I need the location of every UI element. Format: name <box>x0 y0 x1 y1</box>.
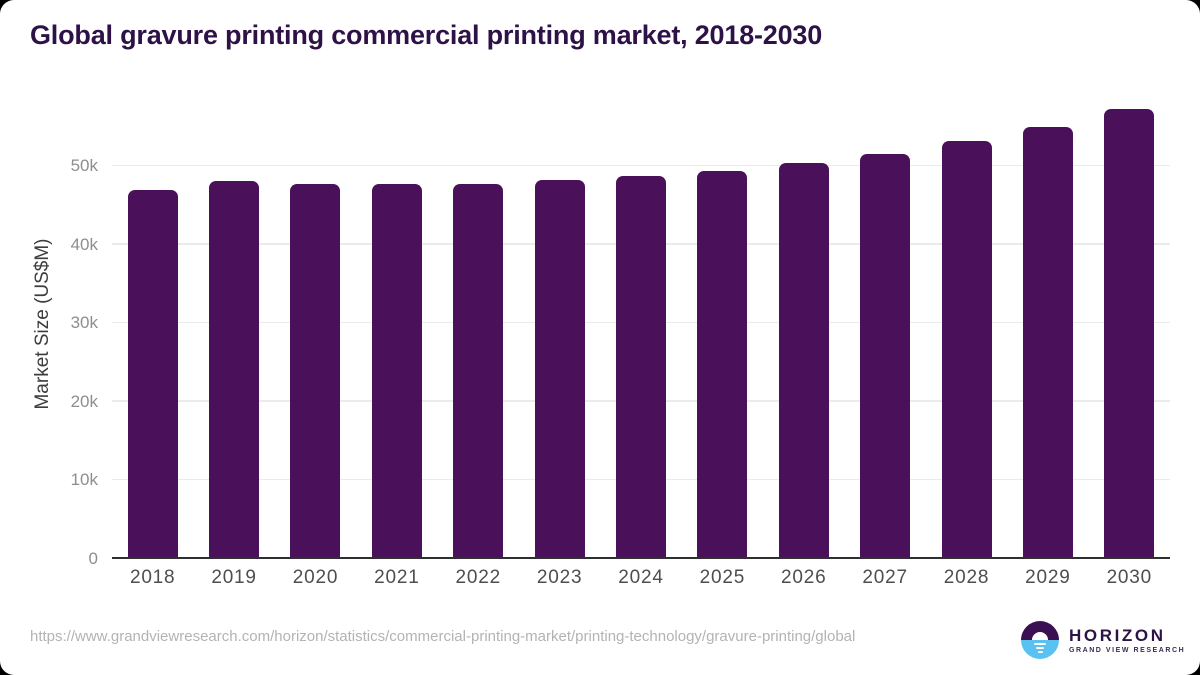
bar-2029 <box>1022 127 1073 557</box>
bar-2028 <box>941 141 992 557</box>
y-tick-label: 0 <box>88 549 98 568</box>
logo-subbrand-text: GRAND VIEW RESEARCH <box>1069 646 1186 654</box>
horizon-logo: HORIZON GRAND VIEW RESEARCH <box>1021 621 1185 659</box>
x-tick-label: 2020 <box>292 567 339 588</box>
source-url: https://www.grandviewresearch.com/horizo… <box>30 628 856 645</box>
bar-2026 <box>778 163 829 557</box>
logo-brand-text: HORIZON <box>1069 625 1166 645</box>
y-tick-label: 10k <box>70 470 98 490</box>
x-tick-label: 2021 <box>374 567 420 588</box>
y-tick-label: 30k <box>70 313 98 333</box>
x-tick-label: 2026 <box>781 567 827 588</box>
bar-2021 <box>371 184 422 557</box>
bar-2025 <box>697 171 748 557</box>
bar-2023 <box>534 179 585 557</box>
x-axis-line <box>112 557 1170 559</box>
bar-2020 <box>290 183 341 557</box>
bar-2024 <box>616 175 666 557</box>
y-tick-label: 50k <box>70 156 98 176</box>
bar-2030 <box>1104 109 1155 557</box>
bar-2027 <box>860 153 911 557</box>
x-tick-label: 2018 <box>129 567 176 588</box>
x-tick-label: 2030 <box>1106 567 1153 588</box>
x-tick-label: 2027 <box>862 567 908 588</box>
bar-2019 <box>209 181 260 557</box>
gridline <box>112 164 1170 167</box>
x-tick-label: 2024 <box>618 567 664 588</box>
x-tick-label: 2029 <box>1025 567 1071 588</box>
y-tick-label: 20k <box>70 391 98 411</box>
x-tick-label: 2028 <box>943 567 990 588</box>
sun-icon <box>1032 632 1048 640</box>
y-tick-label: 40k <box>70 234 98 254</box>
x-tick-label: 2022 <box>455 567 501 588</box>
plot-area <box>112 100 1170 559</box>
x-tick-label: 2023 <box>536 567 583 588</box>
x-tick-label: 2019 <box>211 567 257 588</box>
x-tick-label: 2025 <box>699 567 746 588</box>
bar-2022 <box>453 183 504 557</box>
bar-2018 <box>127 189 178 557</box>
chart-title: Global gravure printing commercial print… <box>30 20 823 50</box>
horizon-logo-icon <box>1021 621 1059 659</box>
